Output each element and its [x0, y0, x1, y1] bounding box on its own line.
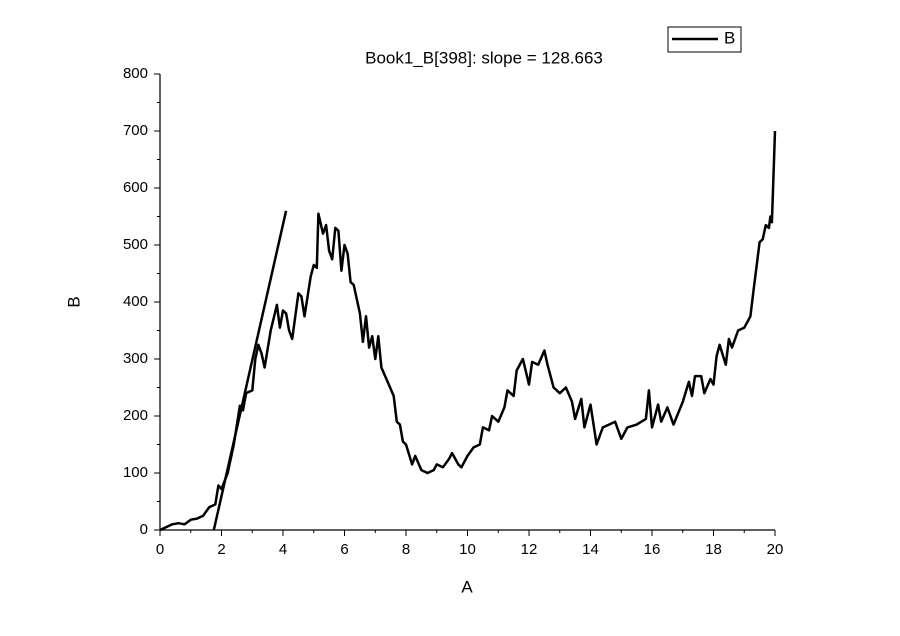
x-tick-label: 12: [521, 541, 538, 558]
series-line: [159, 130, 777, 532]
x-tick-label: 2: [217, 541, 225, 558]
x-tick-label: 14: [582, 541, 599, 558]
y-tick-label: 300: [123, 350, 148, 367]
x-tick-label: 4: [279, 541, 287, 558]
x-axis-label: A: [461, 577, 473, 596]
y-tick-label: 100: [123, 464, 148, 481]
x-tick-label: 6: [340, 541, 348, 558]
y-tick-label: 600: [123, 179, 148, 196]
x-tick-label: 0: [156, 541, 164, 558]
y-tick-label: 700: [123, 122, 148, 139]
y-tick-label: 200: [123, 407, 148, 424]
y-tick-label: 400: [123, 293, 148, 310]
x-tick-label: 20: [767, 541, 784, 558]
x-tick-label: 10: [459, 541, 476, 558]
y-axis-label: B: [64, 296, 83, 307]
tangent-line: [212, 210, 288, 531]
y-tick-label: 800: [123, 65, 148, 82]
chart-title: Book1_B[398]: slope = 128.663: [365, 48, 603, 67]
y-tick-label: 500: [123, 236, 148, 253]
x-tick-label: 18: [705, 541, 722, 558]
legend-label: B: [724, 28, 735, 47]
x-tick-label: 8: [402, 541, 410, 558]
x-tick-label: 16: [644, 541, 661, 558]
y-tick-label: 0: [140, 521, 148, 538]
